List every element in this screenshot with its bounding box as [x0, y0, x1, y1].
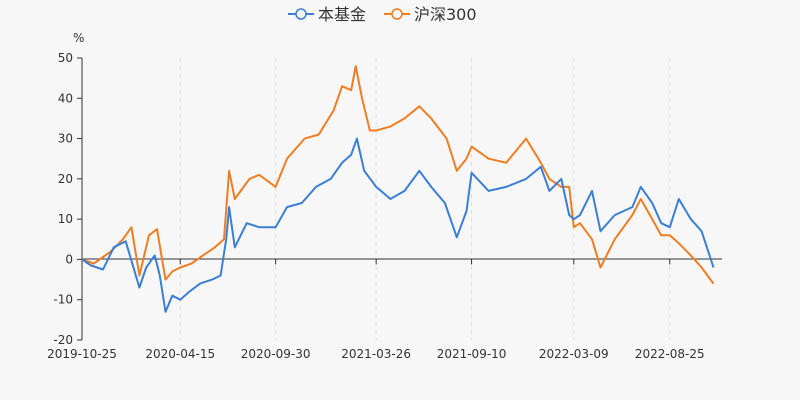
series-line	[81, 65, 715, 285]
y-tick-label: 50	[58, 51, 73, 65]
chart-legend: 本基金 沪深300	[288, 5, 477, 24]
y-tick-label: 20	[58, 172, 73, 186]
legend-label: 本基金	[318, 5, 366, 24]
y-tick-label: -10	[53, 293, 73, 307]
x-tick-label: 2022-08-25	[635, 347, 705, 361]
y-axis-ticks: -20 -10 0 10 20 30 40 50	[53, 51, 82, 347]
legend-marker-icon	[391, 8, 403, 20]
x-tick-label: 2022-03-09	[539, 347, 609, 361]
x-tick-label: 2020-09-30	[241, 347, 311, 361]
y-tick-label: -20	[53, 333, 73, 347]
legend-marker-icon	[295, 8, 307, 20]
x-tick-label: 2020-04-15	[145, 347, 215, 361]
y-tick-label: 30	[58, 132, 73, 146]
x-axis-ticks: 2019-10-25 2020-04-15 2020-09-30 2021-03-26…	[47, 259, 705, 361]
x-tick-label: 2021-09-10	[437, 347, 507, 361]
legend-item[interactable]: 本基金	[288, 5, 366, 24]
y-tick-label: 10	[58, 212, 73, 226]
x-tick-label: 2021-03-26	[341, 347, 411, 361]
x-tick-label: 2019-10-25	[47, 347, 117, 361]
vertical-gridlines	[179, 58, 671, 340]
series-line	[81, 137, 715, 313]
y-tick-label: 40	[58, 91, 73, 105]
legend-label: 沪深300	[414, 5, 477, 24]
series-layer	[81, 65, 715, 313]
y-axis-label: %	[73, 31, 84, 45]
y-tick-label: 0	[65, 252, 73, 266]
legend-item[interactable]: 沪深300	[384, 5, 477, 24]
